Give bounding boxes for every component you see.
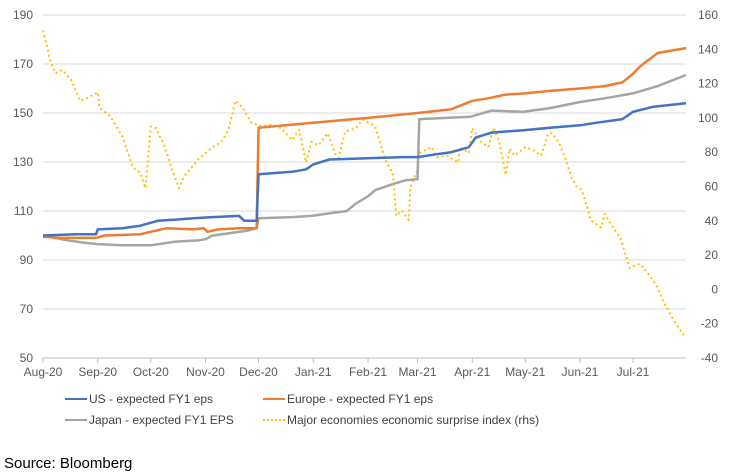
- y2-tick-label: 120: [698, 77, 718, 91]
- x-tick-label: May-21: [505, 365, 545, 379]
- y-tick-label: 170: [13, 57, 33, 71]
- x-tick-label: Dec-20: [239, 365, 278, 379]
- legend-swatch-japan: [65, 419, 87, 421]
- y2-tick-label: 20: [705, 248, 719, 262]
- legend-swatch-surprise: [263, 419, 285, 421]
- y2-tick-label: 140: [698, 42, 718, 56]
- legend-label-japan: Japan - expected FY1 EPS: [89, 413, 234, 427]
- y2-tick-label: 40: [705, 214, 719, 228]
- legend-label-surprise: Major economies economic surprise index …: [287, 413, 540, 427]
- gridlines: [43, 14, 686, 310]
- legend-label-europe: Europe - expected FY1 eps: [287, 392, 434, 406]
- x-tick-label: Jan-21: [295, 365, 332, 379]
- series-line-1: [42, 46, 687, 240]
- source-note: Source: Bloomberg: [4, 455, 133, 472]
- y-tick-label: 70: [20, 302, 34, 316]
- series-line-0: [42, 101, 687, 237]
- x-tick-label: Apr-21: [454, 365, 490, 379]
- x-tick-label: Feb-21: [349, 365, 387, 379]
- left-axis-ticks: 50 70 90 110 130 150 170 190: [13, 8, 33, 365]
- y-tick-label: 110: [14, 204, 33, 218]
- right-axis-ticks: -40 -20 0 20 40 60 80 100 120 140 160: [698, 8, 718, 365]
- y-tick-label: 130: [13, 155, 33, 169]
- y-tick-label: 90: [20, 253, 34, 267]
- legend-label-us: US - expected FY1 eps: [89, 392, 214, 406]
- x-axis: Aug-20 Sep-20 Oct-20 Nov-20 Dec-20 Jan-21 Feb-…: [24, 357, 686, 379]
- series-line-2: [42, 73, 687, 247]
- x-tick-label: Aug-20: [24, 365, 63, 379]
- y-tick-label: 150: [13, 106, 33, 120]
- x-tick-label: Jun-21: [562, 365, 599, 379]
- legend-swatch-europe: [263, 398, 285, 400]
- y2-tick-label: 0: [711, 282, 718, 296]
- y-tick-label: 50: [20, 351, 34, 365]
- legend-item-surprise: Major economies economic surprise index …: [263, 413, 539, 427]
- line-chart: 50 70 90 110 130 150 170 190 -40 -20 0 20 40 60 80 100…: [13, 8, 718, 379]
- series-line-3: [42, 30, 686, 337]
- y2-tick-label: 80: [705, 145, 719, 159]
- y2-tick-label: 60: [705, 180, 719, 194]
- x-tick-label: Sep-20: [78, 365, 117, 379]
- x-tick-label: Nov-20: [186, 365, 225, 379]
- y2-tick-label: -20: [701, 317, 719, 331]
- x-tick-label: Oct-20: [133, 365, 169, 379]
- legend-item-japan: Japan - expected FY1 EPS: [65, 413, 234, 427]
- x-tick-label: Jul-21: [617, 365, 650, 379]
- series-lines: [42, 30, 687, 337]
- y2-tick-label: 100: [698, 111, 718, 125]
- x-tick-label: Mar-21: [398, 365, 436, 379]
- legend-swatch-us: [65, 398, 87, 400]
- y-tick-label: 190: [13, 8, 33, 22]
- y2-tick-label: -40: [701, 351, 719, 365]
- legend-item-europe: Europe - expected FY1 eps: [263, 392, 433, 406]
- legend-item-us: US - expected FY1 eps: [65, 392, 213, 406]
- y2-tick-label: 160: [698, 8, 718, 22]
